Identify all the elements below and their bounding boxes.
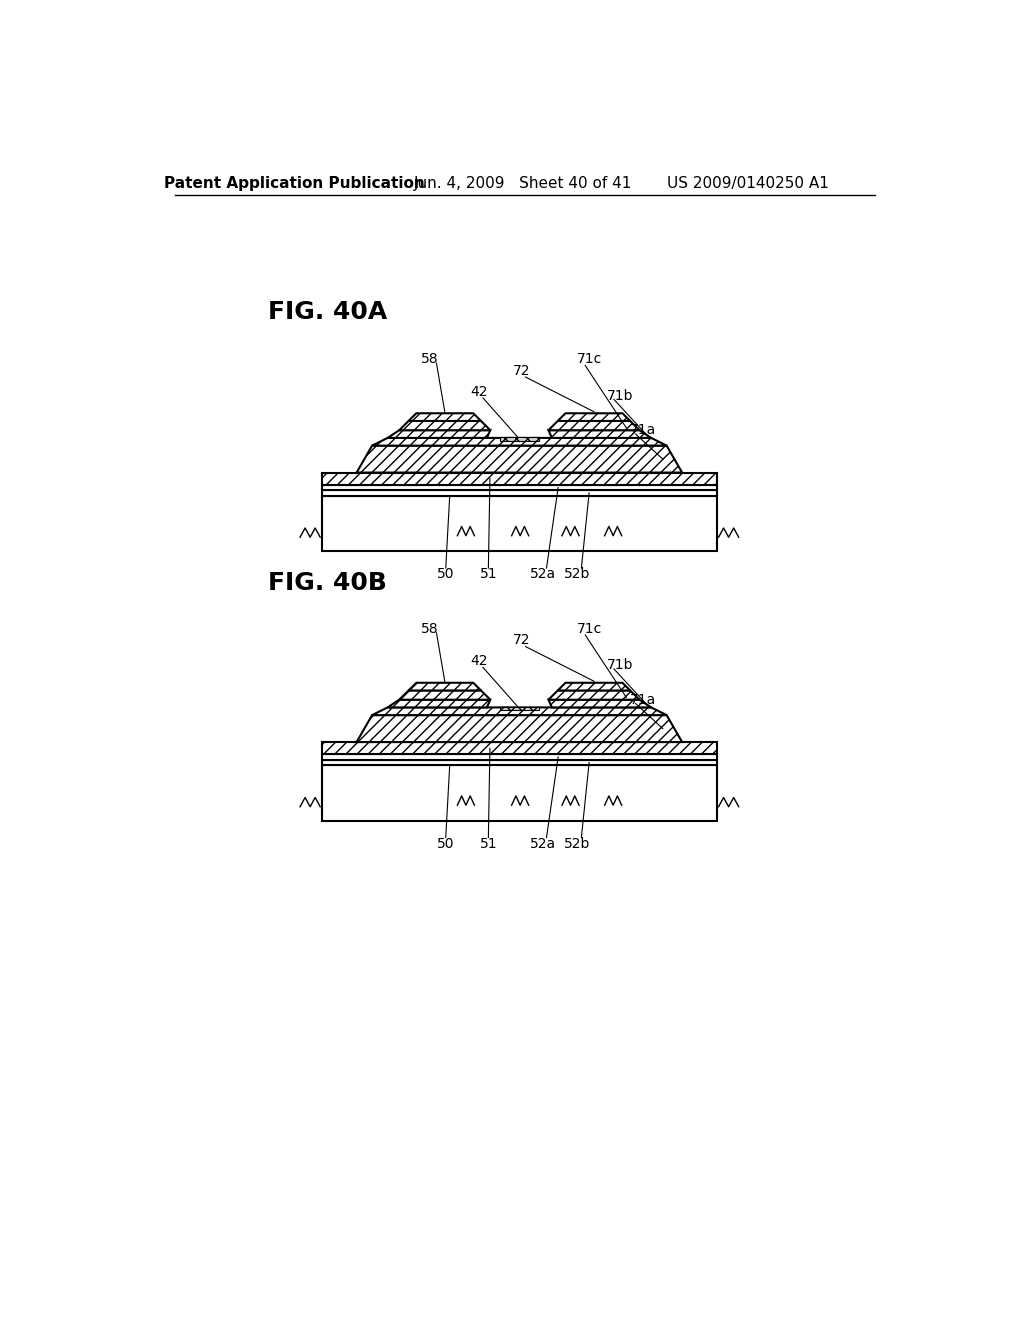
Text: 72: 72 xyxy=(513,634,530,647)
Polygon shape xyxy=(356,446,682,473)
Polygon shape xyxy=(409,413,481,421)
Bar xyxy=(322,473,717,484)
Polygon shape xyxy=(388,430,490,438)
Bar xyxy=(322,760,717,766)
Bar xyxy=(322,742,717,755)
Text: 52a: 52a xyxy=(529,837,556,850)
Polygon shape xyxy=(372,438,667,446)
Text: 52a: 52a xyxy=(529,568,556,581)
Text: FIG. 40B: FIG. 40B xyxy=(267,572,386,595)
Text: 50: 50 xyxy=(437,568,455,581)
Text: 42: 42 xyxy=(470,384,487,399)
Polygon shape xyxy=(549,690,640,700)
Polygon shape xyxy=(409,682,481,690)
Text: 52b: 52b xyxy=(564,568,591,581)
Polygon shape xyxy=(399,421,490,430)
Polygon shape xyxy=(549,700,651,708)
Text: FIG. 40A: FIG. 40A xyxy=(267,301,387,325)
Text: 52b: 52b xyxy=(564,837,591,850)
Text: 51: 51 xyxy=(479,837,498,850)
Text: 71c: 71c xyxy=(577,622,602,636)
Bar xyxy=(500,706,539,710)
Polygon shape xyxy=(356,715,682,742)
Polygon shape xyxy=(399,690,490,700)
Bar xyxy=(322,484,717,490)
Text: 71b: 71b xyxy=(607,659,634,672)
Bar xyxy=(322,490,717,496)
Polygon shape xyxy=(388,700,490,708)
Text: 58: 58 xyxy=(422,622,439,636)
Text: 71a: 71a xyxy=(630,693,656,706)
Text: 42: 42 xyxy=(470,655,487,668)
Polygon shape xyxy=(372,708,667,715)
Text: 71b: 71b xyxy=(607,388,634,403)
Bar xyxy=(322,496,717,552)
Text: 51: 51 xyxy=(479,568,498,581)
Text: US 2009/0140250 A1: US 2009/0140250 A1 xyxy=(667,176,829,190)
Text: Jun. 4, 2009   Sheet 40 of 41: Jun. 4, 2009 Sheet 40 of 41 xyxy=(414,176,633,190)
Text: Patent Application Publication: Patent Application Publication xyxy=(164,176,425,190)
Text: 58: 58 xyxy=(422,352,439,367)
Bar xyxy=(322,755,717,760)
Polygon shape xyxy=(558,682,630,690)
Polygon shape xyxy=(549,421,640,430)
Text: 50: 50 xyxy=(437,837,455,850)
Text: 72: 72 xyxy=(513,364,530,378)
Bar xyxy=(322,766,717,821)
Polygon shape xyxy=(558,413,630,421)
Polygon shape xyxy=(549,430,651,438)
Text: 71a: 71a xyxy=(630,424,656,437)
Bar xyxy=(500,437,539,441)
Text: 71c: 71c xyxy=(577,352,602,367)
